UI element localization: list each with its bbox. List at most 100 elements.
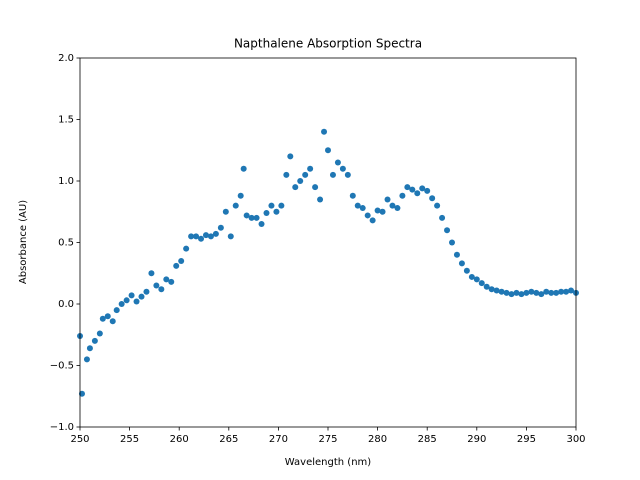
data-point — [379, 208, 386, 215]
plot-frame — [79, 57, 577, 428]
data-point — [568, 287, 575, 294]
x-tick-label: 295 — [517, 434, 536, 445]
data-point — [240, 165, 247, 172]
data-point — [558, 288, 565, 295]
data-point — [354, 202, 361, 209]
data-point — [344, 171, 351, 178]
data-point — [503, 289, 510, 296]
data-point — [202, 232, 209, 239]
data-point — [163, 276, 170, 283]
data-point — [258, 221, 265, 228]
data-point — [523, 289, 530, 296]
data-point — [399, 192, 406, 199]
data-point — [508, 291, 515, 298]
data-point — [325, 147, 331, 154]
data-point — [424, 187, 431, 194]
data-point — [297, 178, 304, 184]
x-tick-label: 290 — [467, 434, 486, 445]
chart-title: Napthalene Absorption Spectra — [234, 37, 422, 51]
data-point — [473, 276, 480, 283]
data-point — [96, 330, 103, 337]
y-tick-label: 0.5 — [58, 238, 74, 249]
x-tick-label: 280 — [368, 434, 387, 445]
y-tick-label: 0.0 — [58, 299, 74, 310]
data-point — [321, 128, 328, 135]
data-point — [364, 212, 371, 219]
data-point — [389, 202, 396, 209]
data-point — [193, 233, 200, 240]
data-point — [374, 207, 381, 214]
data-point — [317, 196, 324, 203]
data-point — [414, 190, 421, 197]
x-tick-label: 255 — [120, 434, 139, 445]
data-point — [453, 251, 460, 258]
y-tick-label: 1.0 — [58, 176, 74, 187]
x-tick-label: 250 — [70, 434, 89, 445]
data-point — [227, 233, 234, 240]
x-axis-label: Wavelength (nm) — [285, 457, 371, 468]
data-point — [248, 214, 255, 221]
data-point — [312, 184, 319, 191]
y-tick-label: 2.0 — [58, 53, 74, 64]
data-point — [237, 192, 244, 199]
data-point — [302, 171, 309, 178]
data-point — [409, 186, 416, 193]
data-point — [533, 289, 540, 296]
data-point — [548, 289, 555, 296]
data-point — [419, 185, 426, 192]
data-point — [513, 289, 520, 296]
data-point — [138, 293, 145, 300]
data-point — [113, 307, 120, 314]
data-point — [359, 205, 366, 212]
data-point — [458, 260, 465, 267]
data-point — [444, 227, 451, 234]
y-tick-label: −0.5 — [50, 361, 74, 372]
data-point — [449, 239, 455, 246]
data-point — [439, 214, 446, 221]
data-point — [143, 288, 150, 295]
data-point — [478, 280, 485, 287]
data-point — [268, 202, 275, 209]
data-point — [429, 195, 436, 202]
data-point — [178, 257, 185, 264]
data-point — [148, 270, 155, 277]
data-point — [307, 165, 314, 172]
x-tick-label: 270 — [269, 434, 288, 445]
data-point — [528, 288, 535, 295]
data-point — [384, 196, 391, 203]
data-point — [91, 337, 98, 344]
data-point — [292, 184, 299, 191]
data-point — [563, 288, 570, 295]
data-point — [78, 390, 85, 397]
data-point — [349, 192, 356, 199]
data-point — [104, 313, 111, 320]
data-point — [222, 208, 229, 215]
data-point — [168, 278, 175, 285]
data-point — [133, 298, 140, 305]
data-point — [468, 273, 475, 280]
x-tick-label: 265 — [219, 434, 238, 445]
data-point — [488, 286, 495, 293]
x-tick-label: 260 — [170, 434, 189, 445]
data-point — [83, 356, 90, 363]
data-point — [394, 205, 401, 212]
data-point — [538, 291, 545, 298]
y-axis-label: Absorbance (AU) — [18, 200, 29, 284]
data-point — [99, 315, 106, 322]
data-point — [434, 202, 441, 209]
data-point — [128, 292, 135, 299]
data-point — [173, 262, 180, 269]
data-point — [334, 159, 341, 166]
data-point — [543, 288, 550, 295]
data-point — [188, 233, 195, 240]
data-point — [217, 224, 224, 231]
data-point — [198, 235, 205, 242]
data-point — [483, 283, 490, 290]
data-point — [329, 171, 336, 178]
data-point — [253, 214, 260, 221]
y-tick-label: −1.0 — [50, 422, 74, 433]
y-tick-label: 1.5 — [58, 115, 74, 126]
data-point — [278, 202, 285, 209]
